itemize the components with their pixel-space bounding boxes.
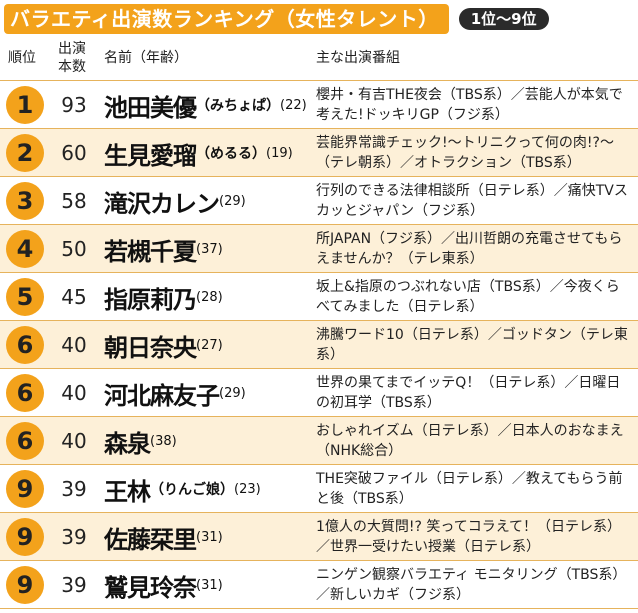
appearance-count: 50 <box>61 237 87 261</box>
talent-age: (31) <box>196 577 223 593</box>
programs-cell: 櫻井・有吉THE夜会（TBS系）／芸能人が本気で考えた!ドッキリGP（フジ系） <box>316 87 623 123</box>
appearance-count: 58 <box>61 189 87 213</box>
table-header: 順位 出演 本数 名前（年齢） 主な出演番組 <box>0 38 638 78</box>
appearance-count: 60 <box>61 141 87 165</box>
table-bottom-border <box>0 608 638 609</box>
talent-name: 朝日奈央 <box>104 333 197 362</box>
table-row: 2 60 生見愛瑠 （めるる） (19) 芸能界常識チェック!〜トリニクって何の肉!… <box>0 128 638 176</box>
name-cell: 生見愛瑠 （めるる） (19) <box>104 129 293 177</box>
talent-name: 池田美優 <box>104 93 197 122</box>
appearance-count: 39 <box>61 477 87 501</box>
rank-badge: 9 <box>6 566 44 604</box>
programs-cell: ニンゲン観察バラエティ モニタリング（TBS系）／新しいカギ（フジ系） <box>316 567 627 603</box>
rank-badge: 6 <box>6 326 44 364</box>
title-bar: バラエティ出演数ランキング（女性タレント） 1位〜9位 <box>4 4 549 34</box>
talent-age: (37) <box>196 241 223 257</box>
programs-cell: 行列のできる法律相談所（日テレ系）／痛快TVスカッとジャパン（フジ系） <box>316 183 628 219</box>
talent-name: 指原莉乃 <box>104 285 197 314</box>
rank-badge: 4 <box>6 230 44 268</box>
talent-age: (19) <box>266 145 293 161</box>
programs-cell: 芸能界常識チェック!〜トリニクって何の肉!?〜（テレ朝系）／オトラクション（TB… <box>316 135 614 171</box>
name-cell: 指原莉乃 (28) <box>104 273 223 321</box>
appearance-count: 39 <box>61 525 87 549</box>
name-cell: 佐藤栞里 (31) <box>104 513 223 561</box>
header-count-line1: 出演 <box>58 41 86 57</box>
appearance-count: 40 <box>61 429 87 453</box>
talent-name: 生見愛瑠 <box>104 141 197 170</box>
table-row: 9 39 王林 （りんご娘） (23) THE突破ファイル（日テレ系）／教えてもらう… <box>0 464 638 512</box>
programs-cell: 1億人の大質問!? 笑ってコラえて！（日テレ系）／世界一受けたい授業（日テレ系） <box>316 519 621 555</box>
name-cell: 若槻千夏 (37) <box>104 225 223 273</box>
talent-age: (27) <box>196 337 223 353</box>
name-cell: 鷲見玲奈 (31) <box>104 561 223 609</box>
talent-age: (23) <box>234 481 261 497</box>
table-row: 9 39 鷲見玲奈 (31) ニンゲン観察バラエティ モニタリング（TBS系）／新… <box>0 560 638 608</box>
talent-name: 河北麻友子 <box>104 381 220 410</box>
talent-name: 鷲見玲奈 <box>104 573 197 602</box>
programs-cell: 坂上&指原のつぶれない店（TBS系）／今夜くらべてみました（日テレ系） <box>316 279 620 315</box>
rank-badge: 1 <box>6 86 44 124</box>
header-programs: 主な出演番組 <box>316 50 400 66</box>
header-count-line2: 本数 <box>58 59 86 75</box>
talent-age: (29) <box>219 385 246 401</box>
rank-badge: 6 <box>6 422 44 460</box>
talent-age: (38) <box>150 433 177 449</box>
talent-name: 佐藤栞里 <box>104 525 197 554</box>
name-cell: 朝日奈央 (27) <box>104 321 223 369</box>
talent-name: 滝沢カレン <box>104 189 220 218</box>
name-cell: 王林 （りんご娘） (23) <box>104 465 261 513</box>
talent-name: 王林 <box>104 477 151 506</box>
name-cell: 池田美優 （みちょぱ） (22) <box>104 81 307 129</box>
name-cell: 河北麻友子 (29) <box>104 369 246 417</box>
talent-age: (31) <box>196 529 223 545</box>
rank-badge: 9 <box>6 518 44 556</box>
name-cell: 森泉 (38) <box>104 417 177 465</box>
rank-badge: 2 <box>6 134 44 172</box>
table-row: 1 93 池田美優 （みちょぱ） (22) 櫻井・有吉THE夜会（TBS系）／芸能人… <box>0 80 638 128</box>
talent-age: (29) <box>219 193 246 209</box>
appearance-count: 39 <box>61 573 87 597</box>
programs-cell: 沸騰ワード10（日テレ系）／ゴッドタン（テレ東系） <box>316 327 628 363</box>
appearance-count: 45 <box>61 285 87 309</box>
talent-age: (28) <box>196 289 223 305</box>
programs-cell: THE突破ファイル（日テレ系）／教えてもらう前と後（TBS系） <box>316 471 623 507</box>
name-cell: 滝沢カレン (29) <box>104 177 246 225</box>
table-row: 3 58 滝沢カレン (29) 行列のできる法律相談所（日テレ系）／痛快TVスカッ… <box>0 176 638 224</box>
ranking-table: 1 93 池田美優 （みちょぱ） (22) 櫻井・有吉THE夜会（TBS系）／芸能人… <box>0 80 638 608</box>
appearance-count: 40 <box>61 333 87 357</box>
programs-cell: 所JAPAN（フジ系）／出川哲朗の充電させてもらえませんか？（テレ東系） <box>316 231 623 267</box>
talent-name: 若槻千夏 <box>104 237 197 266</box>
rank-badge: 6 <box>6 374 44 412</box>
table-row: 6 40 河北麻友子 (29) 世界の果てまでイッテQ！（日テレ系）／日曜日の初耳… <box>0 368 638 416</box>
rank-badge: 5 <box>6 278 44 316</box>
header-rank: 順位 <box>8 50 36 66</box>
page-title: バラエティ出演数ランキング（女性タレント） <box>4 4 449 34</box>
programs-cell: おしゃれイズム（日テレ系）／日本人のおなまえ（NHK総合） <box>316 423 624 459</box>
table-row: 5 45 指原莉乃 (28) 坂上&指原のつぶれない店（TBS系）／今夜くらべてみ… <box>0 272 638 320</box>
talent-nickname: （りんご娘） <box>150 482 234 498</box>
table-row: 9 39 佐藤栞里 (31) 1億人の大質問!? 笑ってコラえて！（日テレ系）／世… <box>0 512 638 560</box>
table-row: 6 40 朝日奈央 (27) 沸騰ワード10（日テレ系）／ゴッドタン（テレ東系） <box>0 320 638 368</box>
table-row: 4 50 若槻千夏 (37) 所JAPAN（フジ系）／出川哲朗の充電させてもらえま… <box>0 224 638 272</box>
talent-nickname: （めるる） <box>196 146 266 162</box>
rank-badge: 3 <box>6 182 44 220</box>
range-badge: 1位〜9位 <box>458 8 549 30</box>
rank-badge: 9 <box>6 470 44 508</box>
appearance-count: 40 <box>61 381 87 405</box>
header-name: 名前（年齢） <box>104 50 188 66</box>
talent-name: 森泉 <box>104 429 151 458</box>
table-row: 6 40 森泉 (38) おしゃれイズム（日テレ系）／日本人のおなまえ（NHK総合… <box>0 416 638 464</box>
programs-cell: 世界の果てまでイッテQ！（日テレ系）／日曜日の初耳学（TBS系） <box>316 375 621 411</box>
appearance-count: 93 <box>61 93 87 117</box>
talent-age: (22) <box>280 97 307 113</box>
talent-nickname: （みちょぱ） <box>196 98 280 114</box>
